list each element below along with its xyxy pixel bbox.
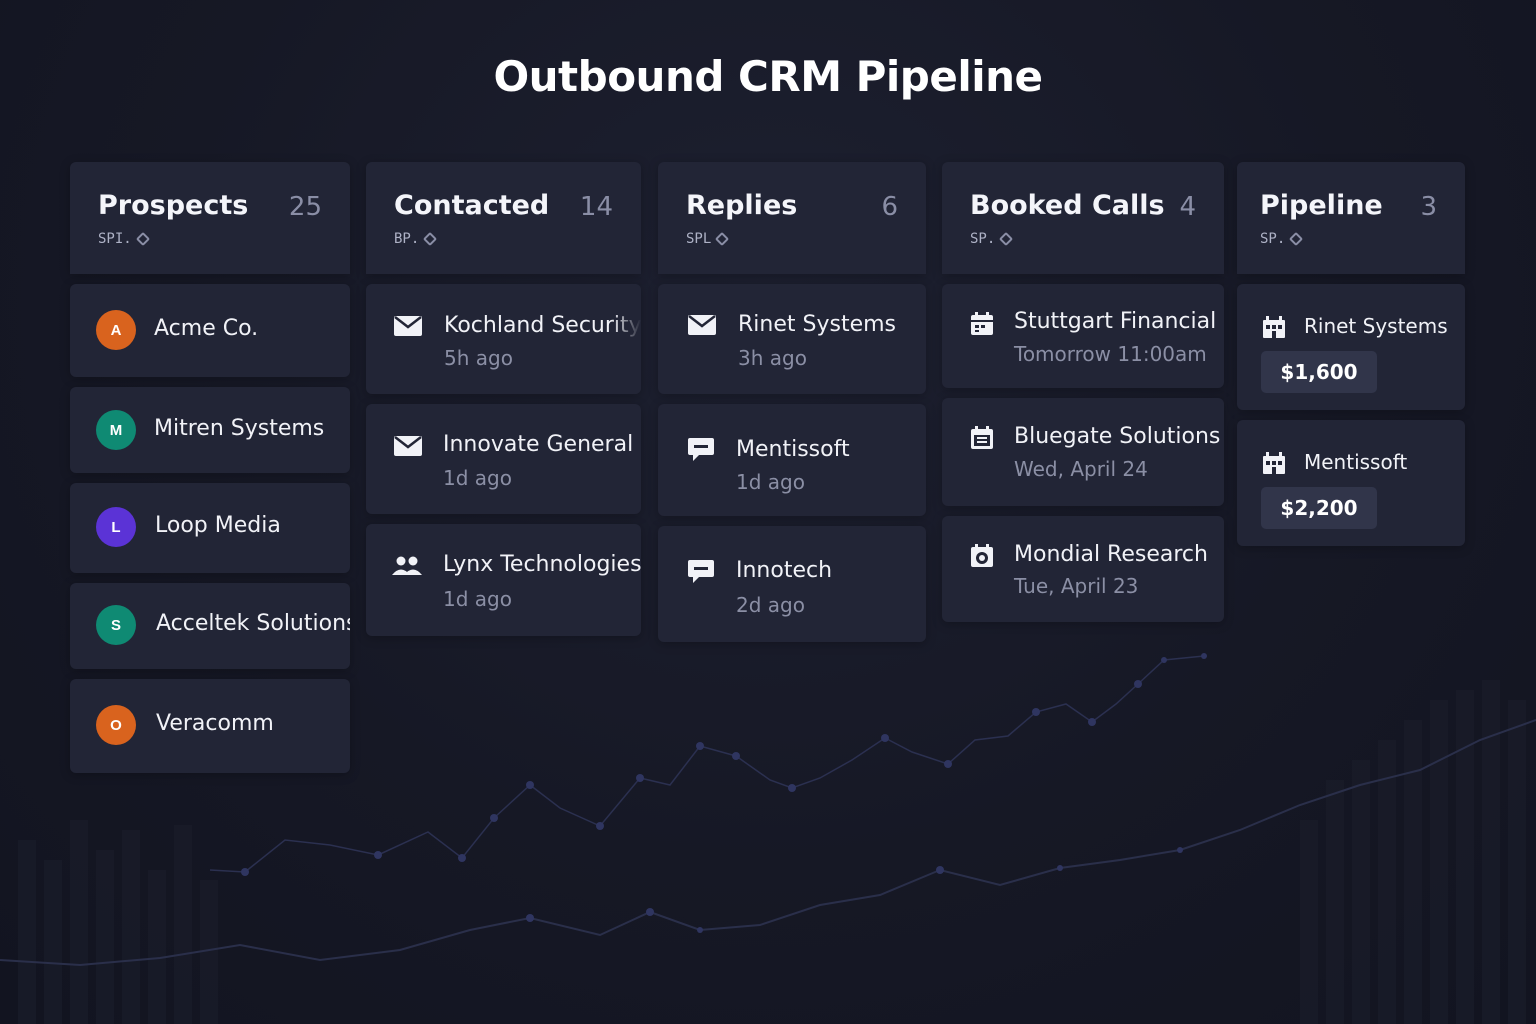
mail-icon: [394, 436, 422, 456]
column-title: Replies: [686, 190, 798, 221]
reply-card[interactable]: Rinet Systems 3h ago: [658, 284, 926, 394]
column-header[interactable]: Contacted 14 BP.: [366, 162, 641, 274]
card-name: Veracomm: [156, 711, 274, 736]
card-name: Kochland Security: [444, 313, 641, 338]
column-header[interactable]: Pipeline 3 SP.: [1237, 162, 1465, 274]
card-time: Tue, April 23: [1014, 574, 1139, 598]
contact-card[interactable]: Lynx Technologies 1d ago: [366, 524, 641, 636]
chat-icon: [688, 560, 714, 583]
column-subtitle-row: SPL: [686, 231, 898, 247]
avatar: O: [96, 705, 136, 745]
call-card[interactable]: Mondial Research Tue, April 23: [942, 516, 1224, 622]
card-time: 1d ago: [443, 587, 512, 611]
mail-icon: [394, 316, 422, 336]
avatar: A: [96, 310, 136, 350]
prospect-card[interactable]: O Veracomm: [70, 679, 350, 773]
column-subtitle-row: SP.: [1260, 231, 1437, 247]
contact-card[interactable]: Innovate General 1d ago: [366, 404, 641, 514]
column-subtitle: SP.: [970, 231, 996, 247]
column-title: Booked Calls: [970, 190, 1165, 221]
tag-icon: [1289, 231, 1304, 247]
card-name: Bluegate Solutions: [1014, 424, 1221, 449]
card-name: Loop Media: [155, 513, 281, 538]
card-name: Mondial Research: [1014, 542, 1208, 567]
prospect-card[interactable]: L Loop Media: [70, 483, 350, 573]
reply-card[interactable]: Innotech 2d ago: [658, 526, 926, 642]
building-icon: [1263, 316, 1285, 338]
calendar-clock-icon: [971, 544, 993, 567]
card-time: Tomorrow 11:00am: [1014, 342, 1207, 366]
column-subtitle: BP.: [394, 231, 420, 247]
avatar: M: [96, 410, 136, 450]
contact-card[interactable]: Kochland Security 5h ago: [366, 284, 641, 394]
card-name: Stuttgart Financial: [1014, 309, 1217, 334]
column-count: 25: [288, 192, 322, 222]
column-title: Prospects: [98, 190, 249, 221]
avatar: S: [96, 605, 136, 645]
card-time: 3h ago: [738, 346, 807, 370]
call-card[interactable]: Stuttgart Financial Tomorrow 11:00am: [942, 284, 1224, 388]
chat-icon: [688, 438, 714, 461]
card-name: Mentissoft: [1304, 450, 1408, 474]
card-time: 1d ago: [736, 470, 805, 494]
card-name: Lynx Technologies: [443, 552, 641, 577]
avatar: L: [96, 507, 136, 547]
users-icon: [392, 556, 422, 575]
mail-icon: [688, 315, 716, 335]
card-name: Rinet Systems: [1304, 314, 1448, 338]
column-header[interactable]: Booked Calls 4 SP.: [942, 162, 1224, 274]
prospect-card[interactable]: M Mitren Systems: [70, 387, 350, 473]
column-subtitle: SPL: [686, 231, 712, 247]
call-card[interactable]: Bluegate Solutions Wed, April 24: [942, 398, 1224, 506]
page-title: Outbound CRM Pipeline: [493, 52, 1043, 101]
tag-icon: [135, 231, 150, 247]
column-count: 4: [1179, 192, 1196, 222]
reply-card[interactable]: Mentissoft 1d ago: [658, 404, 926, 516]
column-count: 14: [579, 192, 613, 222]
card-name: Innovate General: [443, 432, 634, 457]
column-subtitle: SPI.: [98, 231, 132, 247]
card-name: Mentissoft: [736, 437, 850, 462]
column-header[interactable]: Prospects 25 SPI.: [70, 162, 350, 274]
deal-card[interactable]: Mentissoft $2,200: [1237, 420, 1465, 546]
card-name: Mitren Systems: [154, 416, 325, 441]
column-subtitle-row: SP.: [970, 231, 1196, 247]
deal-card[interactable]: Rinet Systems $1,600: [1237, 284, 1465, 410]
card-time: 2d ago: [736, 593, 805, 617]
column-title: Contacted: [394, 190, 550, 221]
card-time: Wed, April 24: [1014, 457, 1148, 481]
tag-icon: [423, 231, 438, 247]
text-fade: [611, 284, 641, 394]
column-count: 3: [1420, 192, 1437, 222]
column-subtitle-row: BP.: [394, 231, 613, 247]
deal-amount-badge: $2,200: [1261, 487, 1377, 529]
card-time: 5h ago: [444, 346, 513, 370]
building-icon: [1263, 452, 1285, 474]
calendar-icon: [971, 312, 993, 335]
tag-icon: [999, 231, 1014, 247]
card-name: Acceltek Solutions: [156, 611, 350, 636]
column-replies: Replies 6 SPL Rinet Systems 3h ago Menti…: [658, 162, 926, 652]
prospect-card[interactable]: A Acme Co.: [70, 284, 350, 377]
deal-amount-badge: $1,600: [1261, 351, 1377, 393]
column-header[interactable]: Replies 6 SPL: [658, 162, 926, 274]
column-pipeline: Pipeline 3 SP. Rinet Systems $1,600 Ment…: [1237, 162, 1465, 556]
card-name: Acme Co.: [154, 316, 259, 341]
column-subtitle-row: SPI.: [98, 231, 322, 247]
column-booked-calls: Booked Calls 4 SP. Stuttgart Financial T…: [942, 162, 1224, 632]
card-time: 1d ago: [443, 466, 512, 490]
column-prospects: Prospects 25 SPI. A Acme Co. M Mitren Sy…: [70, 162, 350, 783]
prospect-card[interactable]: S Acceltek Solutions: [70, 583, 350, 669]
column-count: 6: [881, 192, 898, 222]
column-title: Pipeline: [1260, 190, 1383, 221]
calendar-icon: [971, 426, 993, 449]
card-name: Rinet Systems: [738, 312, 896, 337]
column-contacted: Contacted 14 BP. Kochland Security 5h ag…: [366, 162, 641, 646]
column-subtitle: SP.: [1260, 231, 1286, 247]
card-name: Innotech: [736, 558, 833, 583]
tag-icon: [715, 231, 730, 247]
